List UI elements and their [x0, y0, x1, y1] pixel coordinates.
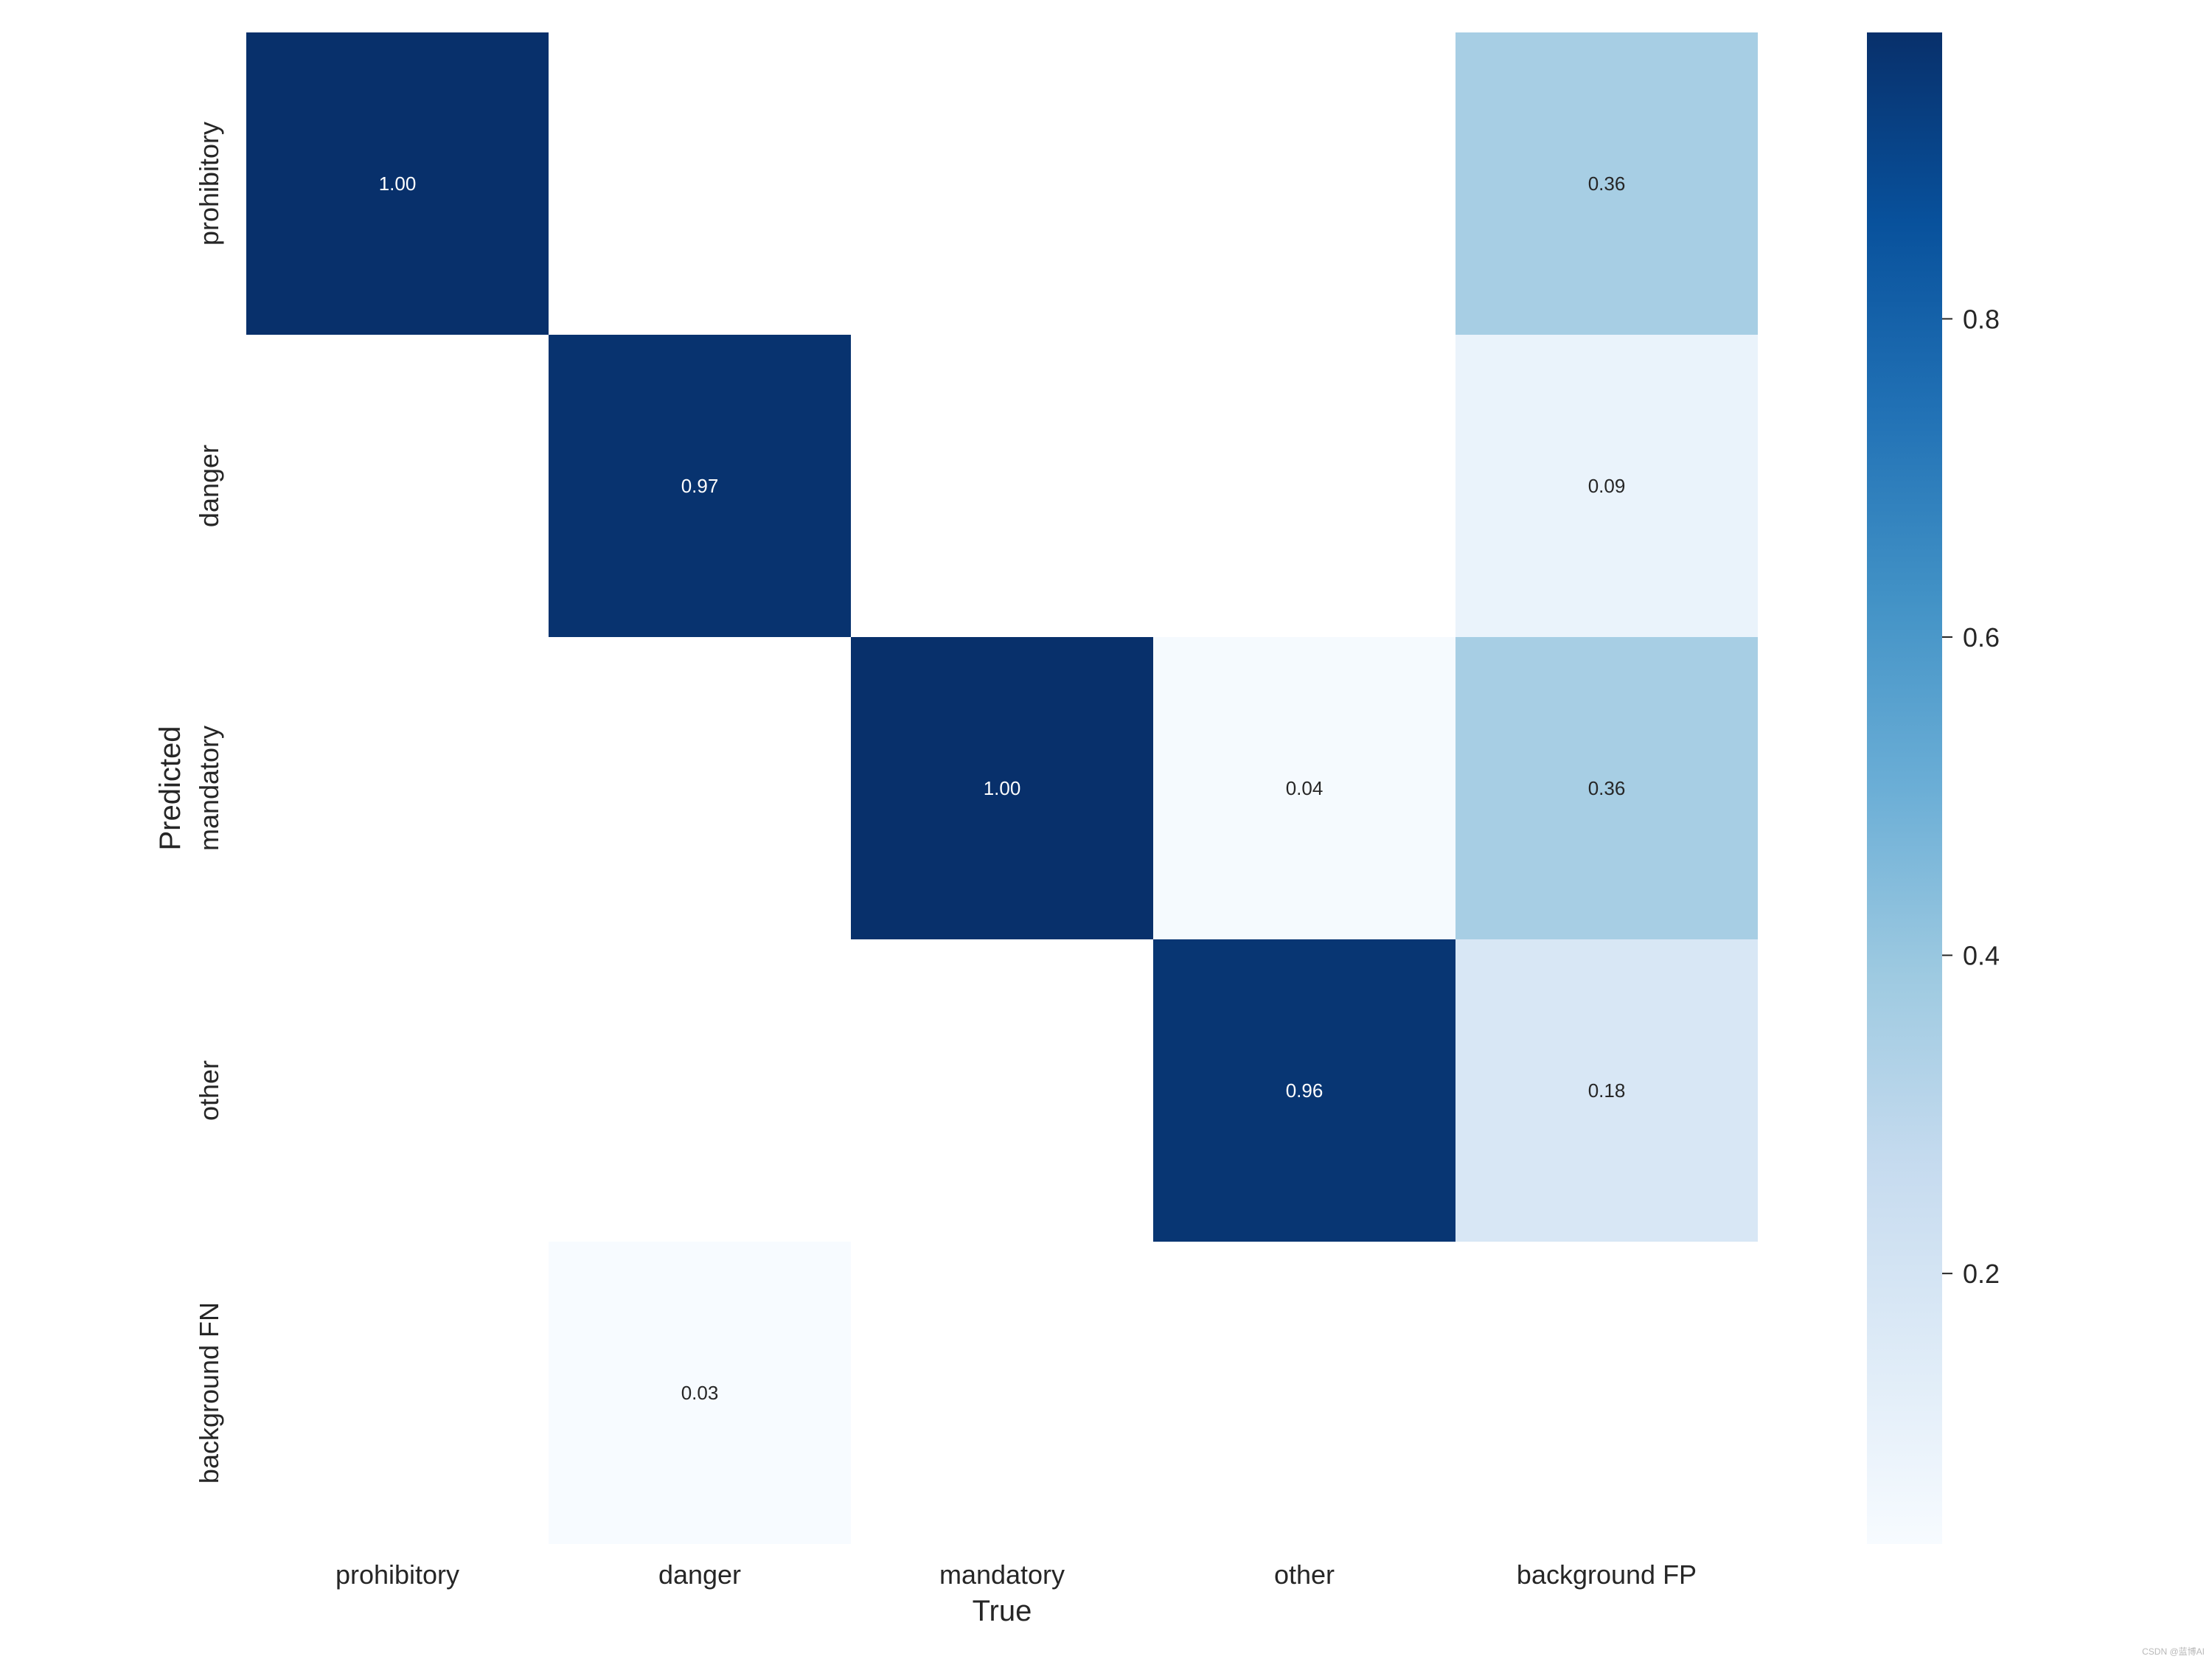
cell-value-r3-c3: 0.96	[1286, 1079, 1324, 1102]
y-tick-labels: prohibitory danger mandatory other backgroun…	[194, 122, 224, 1484]
cell-value-r3-c4: 0.18	[1588, 1079, 1626, 1102]
colorbar-tick-label-2: 0.6	[1963, 622, 2000, 653]
cell-value-r1-c4: 0.09	[1588, 475, 1626, 497]
y-tick-label-0: prohibitory	[194, 122, 224, 246]
x-tick-label-4: background FP	[1517, 1559, 1697, 1590]
colorbar-tick-label-3: 0.8	[1963, 304, 2000, 334]
watermark-text: CSDN @蓝博AI	[2142, 1646, 2205, 1657]
x-tick-label-1: danger	[658, 1559, 741, 1590]
heatmap-cell-r1-c1	[549, 335, 851, 637]
cell-value-r1-c1: 0.97	[681, 475, 719, 497]
colorbar-tick-label-0: 0.2	[1963, 1259, 2000, 1289]
x-tick-label-2: mandatory	[939, 1559, 1065, 1590]
colorbar-tick-label-1: 0.4	[1963, 941, 2000, 971]
cell-value-r0-c4: 0.36	[1588, 173, 1626, 195]
heatmap-cells	[246, 32, 1758, 1544]
y-axis-title: Predicted	[154, 726, 187, 851]
heatmap-cell-r2-c3	[1153, 637, 1455, 939]
x-tick-labels: prohibitory danger mandatory other backgroun…	[335, 1559, 1697, 1590]
heatmap-cell-r1-c4	[1455, 335, 1758, 637]
cell-value-r4-c1: 0.03	[681, 1382, 719, 1404]
cell-value-r0-c0: 1.00	[379, 173, 417, 195]
heatmap-cell-labels: 1.00 0.36 0.97 0.09 1.00 0.04 0.36 0.96 0.18 0.03	[379, 173, 1626, 1404]
heatmap-cell-r0-c0	[246, 32, 549, 335]
cell-value-r2-c3: 0.04	[1286, 777, 1324, 799]
heatmap-cell-r4-c1	[549, 1242, 851, 1544]
x-axis-title: True	[973, 1595, 1032, 1627]
heatmap-cell-r3-c3	[1153, 939, 1455, 1242]
y-tick-label-3: other	[194, 1060, 224, 1121]
cell-value-r2-c4: 0.36	[1588, 777, 1626, 799]
heatmap-cell-r0-c4	[1455, 32, 1758, 335]
heatmap-cell-r2-c4	[1455, 637, 1758, 939]
heatmap-cell-r3-c4	[1455, 939, 1758, 1242]
colorbar	[1867, 32, 1942, 1544]
cell-value-r2-c2: 1.00	[984, 777, 1021, 799]
y-tick-label-2: mandatory	[194, 726, 224, 851]
y-tick-label-1: danger	[194, 445, 224, 527]
y-tick-label-4: background FN	[194, 1302, 224, 1484]
heatmap-cell-r2-c2	[851, 637, 1153, 939]
x-tick-label-0: prohibitory	[335, 1559, 459, 1590]
colorbar-ticks: 0.2 0.4 0.6 0.8	[1942, 304, 2000, 1289]
x-tick-label-3: other	[1274, 1559, 1335, 1590]
